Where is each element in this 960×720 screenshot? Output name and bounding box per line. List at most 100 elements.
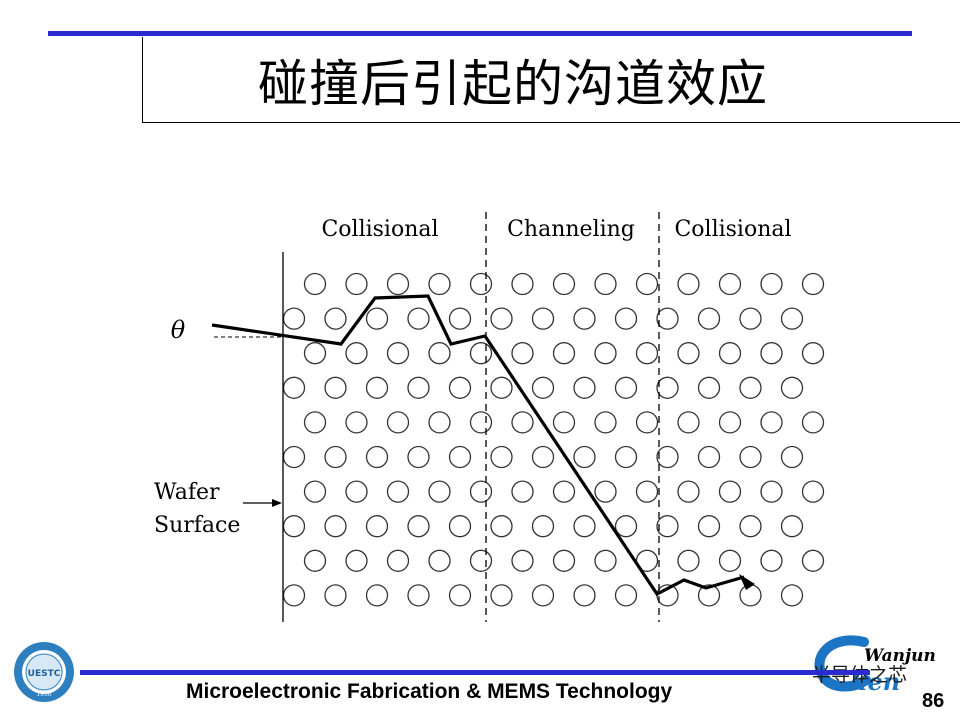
lattice-atom <box>739 584 762 607</box>
crystal-lattice <box>282 272 825 607</box>
lattice-atom <box>573 584 596 607</box>
lattice-atom <box>428 411 451 434</box>
lattice-atom <box>677 480 700 503</box>
lattice-atom <box>573 445 596 469</box>
lattice-atom <box>718 342 742 365</box>
lattice-atom <box>614 307 638 330</box>
lattice-atom <box>282 445 306 469</box>
lattice-atom <box>801 342 825 365</box>
lattice-atom <box>345 342 368 365</box>
lattice-atom <box>511 342 534 365</box>
trajectory-arrowhead <box>739 574 755 590</box>
lattice-atom <box>573 515 596 538</box>
lattice-atom <box>531 584 555 607</box>
lattice-atom <box>428 480 451 503</box>
lattice-atom <box>386 480 410 503</box>
surface-label: Surface <box>154 513 240 538</box>
lattice-atom <box>780 515 804 538</box>
lattice-atom <box>303 342 327 365</box>
region-label-channeling: Channeling <box>507 217 635 242</box>
lattice-atom <box>469 411 493 434</box>
lattice-atom <box>656 307 679 330</box>
lattice-atom <box>718 549 742 572</box>
lattice-atom <box>677 411 700 434</box>
header-rule <box>48 31 912 36</box>
lattice-atom <box>407 445 430 469</box>
page-number: 86 <box>922 690 945 712</box>
lattice-atom <box>780 445 804 469</box>
lattice-atom <box>428 272 451 296</box>
lattice-atom <box>718 272 742 296</box>
lattice-atom <box>365 307 389 330</box>
watermark-text: 半导体之芯 <box>812 664 908 686</box>
lattice-atom <box>656 515 679 538</box>
lattice-atom <box>407 307 430 330</box>
lattice-atom <box>365 445 389 469</box>
lattice-atom <box>635 480 659 503</box>
lattice-atom <box>511 549 534 572</box>
lattice-atom <box>407 515 430 538</box>
lattice-atom <box>303 549 327 572</box>
lattice-atom <box>801 411 825 434</box>
lattice-atom <box>469 342 493 365</box>
lattice-atom <box>739 515 762 538</box>
lattice-atom <box>614 515 638 538</box>
lattice-atom <box>594 342 617 365</box>
lattice-atom <box>324 445 347 469</box>
wafer-label-arrowhead <box>272 499 282 507</box>
lattice-atom <box>801 549 825 572</box>
lattice-atom <box>760 480 783 503</box>
lattice-atom <box>324 515 347 538</box>
lattice-atom <box>324 307 347 330</box>
lattice-atom <box>552 480 576 503</box>
lattice-atom <box>469 549 493 572</box>
lattice-atom <box>697 376 721 399</box>
ion-trajectory <box>211 294 745 597</box>
lattice-atom <box>656 376 679 399</box>
lattice-atom <box>780 307 804 330</box>
logo-abbreviation: UESTC <box>28 669 61 679</box>
lattice-atom <box>635 342 659 365</box>
lattice-atom <box>697 584 721 607</box>
footer-rule <box>80 670 870 675</box>
lattice-atom <box>490 307 513 330</box>
lattice-atom <box>448 584 472 607</box>
lattice-atom <box>594 480 617 503</box>
lattice-atom <box>282 515 306 538</box>
lattice-atom <box>365 515 389 538</box>
lattice-atom <box>386 411 410 434</box>
lattice-atom <box>448 376 472 399</box>
lattice-atom <box>614 376 638 399</box>
university-logo: UESTC 1956 <box>14 642 74 702</box>
lattice-atom <box>677 342 700 365</box>
lattice-atom <box>697 307 721 330</box>
lattice-atom <box>324 584 347 607</box>
lattice-atom <box>614 584 638 607</box>
lattice-atom <box>490 445 513 469</box>
lattice-atom <box>739 307 762 330</box>
lattice-atom <box>594 272 617 296</box>
angle-label: θ <box>171 316 186 344</box>
lattice-atom <box>594 549 617 572</box>
lattice-atom <box>490 515 513 538</box>
lattice-atom <box>697 515 721 538</box>
lattice-atom <box>760 342 783 365</box>
lattice-atom <box>386 342 410 365</box>
logo-year: 1956 <box>36 691 51 698</box>
lattice-atom <box>428 342 451 365</box>
lattice-atom <box>573 307 596 330</box>
lattice-atom <box>490 376 513 399</box>
lattice-atom <box>760 272 783 296</box>
lattice-atom <box>282 307 306 330</box>
lattice-atom <box>282 376 306 399</box>
region-label-collisional-2: Collisional <box>674 217 791 242</box>
lattice-atom <box>303 272 327 296</box>
lattice-atom <box>780 376 804 399</box>
lattice-atom <box>780 584 804 607</box>
lattice-atom <box>407 376 430 399</box>
lattice-atom <box>677 549 700 572</box>
lattice-atom <box>739 376 762 399</box>
lattice-atom <box>345 272 368 296</box>
lattice-atom <box>656 445 679 469</box>
lattice-atom <box>448 307 472 330</box>
